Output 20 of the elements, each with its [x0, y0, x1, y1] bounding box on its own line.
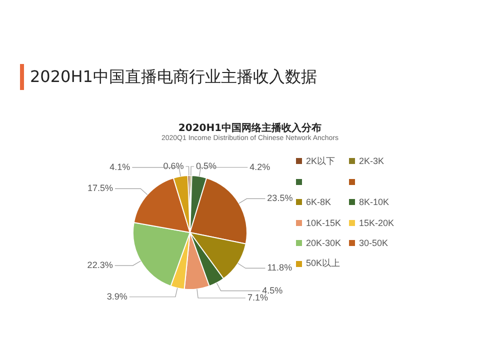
legend-label: 50K以上 [306, 257, 340, 270]
chart-title: 2020H1中国直播电商行业主播收入数据 [30, 66, 317, 88]
data-label: 3.9% [106, 291, 128, 302]
legend-label: 8K-10K [359, 197, 390, 207]
legend-label: 15K-20K [359, 218, 394, 228]
legend-label: 2K以下 [306, 154, 336, 168]
data-label: 22.3% [87, 260, 113, 270]
data-label: 0.6% [163, 160, 184, 171]
data-label: 4.1% [110, 162, 130, 172]
legend-label: 6K-8K [306, 197, 332, 207]
data-label: 23.5% [267, 193, 293, 204]
legend-label: 20K-30K [306, 238, 342, 248]
legend-label: 10K-15K [306, 218, 342, 228]
chart-subtitle: 2020H1中国网络主播收入分布 [177, 121, 323, 134]
legend-label: 2K-3K [359, 156, 384, 166]
data-label: 0.5% [196, 160, 217, 171]
data-label: 4.2% [250, 162, 270, 172]
legend-label: 30-50K [359, 238, 388, 248]
data-label: 11.8% [267, 262, 292, 273]
data-label: 17.5% [87, 183, 114, 194]
